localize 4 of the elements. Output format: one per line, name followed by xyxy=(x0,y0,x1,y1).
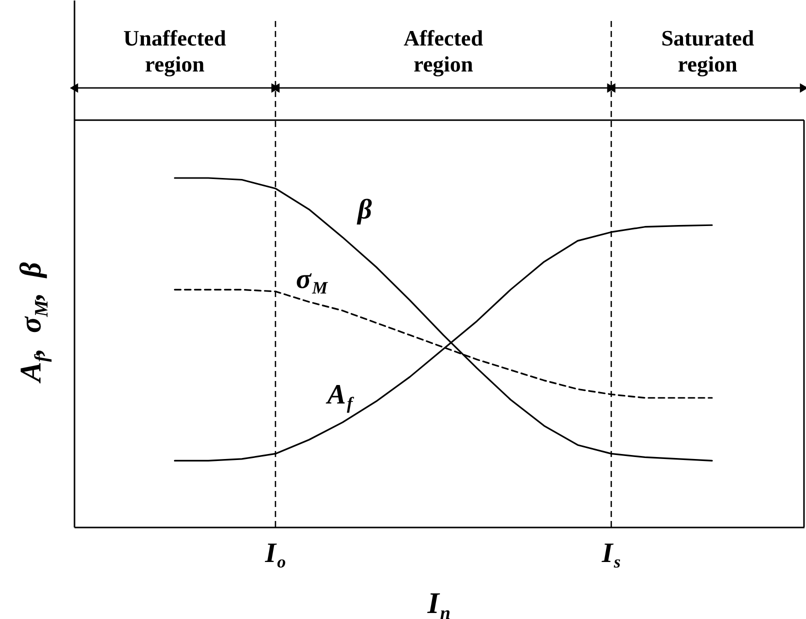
text: Saturated region xyxy=(661,25,754,76)
series-label: β xyxy=(356,194,373,226)
text: Unaffected region xyxy=(123,25,226,76)
text: Affected region xyxy=(404,25,484,76)
